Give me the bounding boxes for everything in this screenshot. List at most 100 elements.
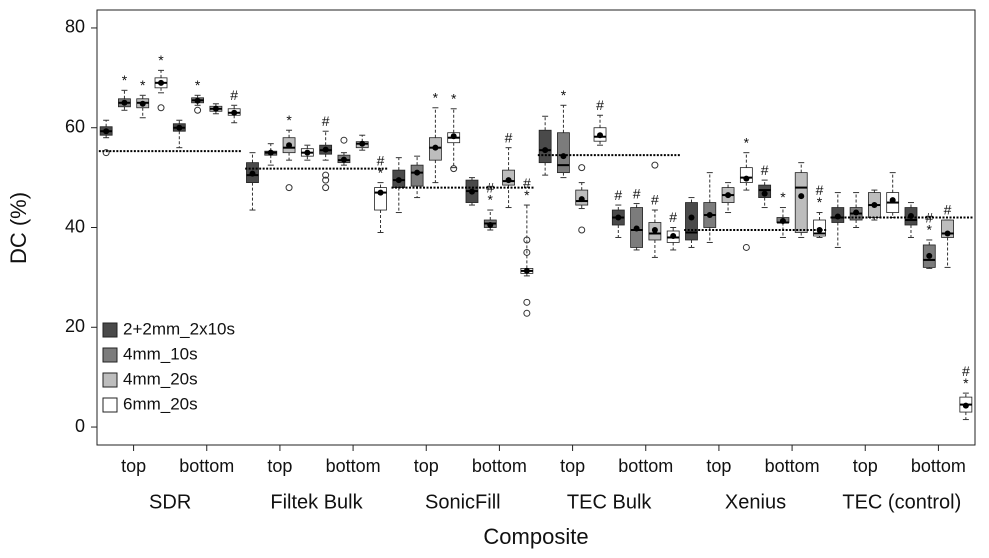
x-axis-label: Composite [483, 524, 588, 549]
outlier [523, 248, 531, 256]
mean [414, 169, 421, 176]
box [794, 172, 808, 233]
subgroup-label: top [414, 456, 439, 476]
composite-label: SonicFill [425, 491, 501, 513]
significance-flag: # [596, 97, 604, 113]
mean [523, 267, 530, 274]
y-axis-label: DC (%) [6, 192, 31, 264]
composite-label: Xenius [725, 491, 786, 513]
subgroup-label: top [560, 456, 585, 476]
subgroup-label: top [121, 456, 146, 476]
significance-flag: * [433, 89, 439, 105]
outlier [651, 161, 659, 169]
mean [468, 188, 475, 195]
significance-flag: # [633, 185, 641, 201]
composite-label: Filtek Bulk [270, 491, 363, 513]
outlier [578, 226, 586, 234]
subgroup-label: top [853, 456, 878, 476]
outlier [742, 243, 750, 251]
significance-flag: # [651, 192, 659, 208]
outlier [322, 184, 330, 192]
composite-label: TEC (control) [842, 491, 961, 513]
significance-flag: # [377, 152, 385, 168]
significance-flag: * [451, 90, 457, 106]
mean [139, 100, 146, 107]
legend-swatch [102, 347, 118, 363]
significance-flag: # [816, 182, 824, 198]
outlier [578, 164, 586, 172]
y-tick-label: 0 [75, 416, 85, 436]
mean [889, 197, 896, 204]
mean [450, 133, 457, 140]
significance-flag: # [523, 175, 531, 191]
significance-flag: * [524, 187, 530, 203]
outlier [523, 309, 531, 317]
mean [432, 144, 439, 151]
mean [944, 230, 951, 237]
mean [725, 192, 732, 199]
significance-flag: * [122, 72, 128, 88]
mean [121, 99, 128, 106]
mean [487, 222, 494, 229]
mean [816, 226, 823, 233]
significance-flag: * [488, 192, 494, 208]
subgroup-label: bottom [911, 456, 966, 476]
legend-label: 2+2mm_2x10s [123, 319, 235, 338]
mean [706, 212, 713, 219]
mean [377, 189, 384, 196]
subgroup-label: bottom [326, 456, 381, 476]
subgroup-label: bottom [765, 456, 820, 476]
significance-flag: # [944, 202, 952, 218]
mean [615, 214, 622, 221]
significance-flag: * [780, 189, 786, 205]
y-tick-label: 40 [65, 216, 85, 236]
significance-flag: # [761, 162, 769, 178]
subgroup-label: top [706, 456, 731, 476]
mean [597, 132, 604, 139]
composite-label: TEC Bulk [567, 491, 652, 513]
mean [505, 177, 512, 184]
box [538, 129, 552, 164]
mean [779, 218, 786, 225]
mean [871, 202, 878, 209]
mean [267, 149, 274, 156]
subgroup-label: top [267, 456, 292, 476]
mean [853, 209, 860, 216]
legend-swatch [102, 397, 118, 413]
mean [103, 128, 110, 135]
significance-flag: * [744, 134, 750, 150]
outlier [194, 106, 202, 114]
mean [194, 97, 201, 104]
mean [212, 105, 219, 112]
mean [176, 124, 183, 131]
significance-flag: # [962, 363, 970, 379]
mean [395, 177, 402, 184]
outlier [285, 184, 293, 192]
mean [304, 149, 311, 156]
mean [743, 175, 750, 182]
mean [249, 170, 256, 177]
mean [651, 226, 658, 233]
significance-flag: * [963, 375, 969, 391]
box [685, 202, 698, 241]
mean [633, 225, 640, 232]
composite-label: SDR [149, 491, 191, 513]
significance-flag: * [140, 77, 146, 93]
significance-flag: # [230, 87, 238, 103]
significance-flag: * [561, 87, 567, 103]
plot-frame [96, 9, 976, 446]
significance-flag: # [669, 209, 677, 225]
mean [962, 402, 969, 409]
significance-flag: * [817, 194, 823, 210]
mean [798, 193, 805, 200]
significance-flag: * [378, 164, 384, 180]
box [557, 132, 570, 174]
outlier [102, 149, 110, 157]
outlier [523, 298, 531, 306]
significance-flag: # [614, 187, 622, 203]
legend-swatch [102, 322, 118, 338]
outlier [322, 176, 330, 184]
mean [231, 109, 238, 116]
legend-label: 4mm_20s [123, 369, 198, 388]
